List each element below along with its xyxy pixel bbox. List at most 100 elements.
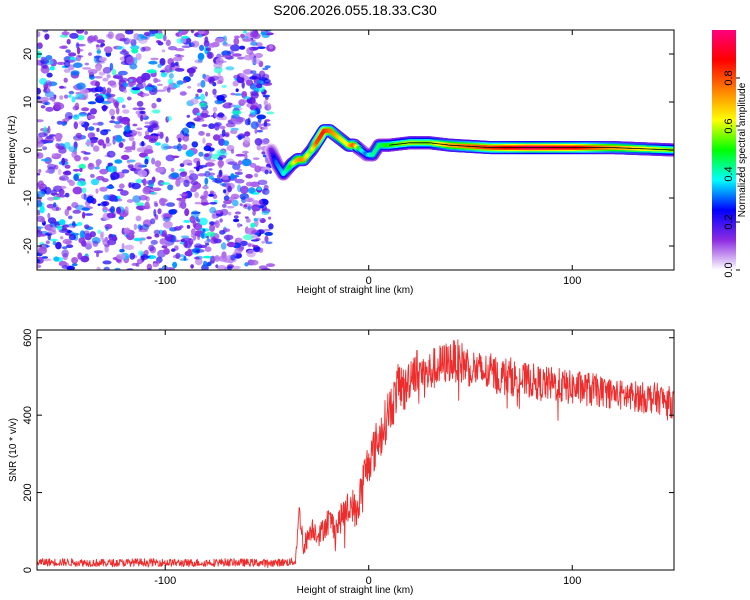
noise-blob [68,180,75,187]
noise-blob [233,218,240,223]
noise-blob [133,33,140,41]
noise-blob [211,41,220,48]
noise-blob [256,114,267,120]
noise-blob [123,88,127,94]
noise-blob [165,136,169,143]
noise-blob [229,196,235,202]
noise-blob [80,255,90,263]
noise-blob [162,216,171,222]
noise-blob [160,72,167,78]
noise-blob [127,96,132,101]
noise-blob [267,102,271,110]
noise-blob [83,152,91,155]
noise-blob [191,228,196,235]
noise-blob [157,208,162,215]
noise-blob [87,101,97,105]
noise-blob [84,224,90,229]
noise-blob [249,76,257,80]
noise-blob [200,112,205,118]
noise-blob [235,88,239,92]
y-tick-label: 600 [22,329,34,347]
x-tick-label: 0 [366,575,372,587]
noise-blob [252,210,256,216]
noise-blob [110,172,120,180]
noise-blob [239,185,249,194]
spectrogram-xlabel: Height of straight line (km) [297,285,414,296]
noise-blob [146,236,152,240]
spectrogram-y-axis: -20 -10 0 10 20 [22,48,674,254]
noise-blob [106,74,111,79]
noise-blob [187,163,193,166]
noise-blob [227,185,232,193]
noise-blob [120,190,129,196]
noise-blob [154,160,162,168]
noise-blob [148,244,155,252]
noise-blob [262,188,270,196]
noise-blob [204,36,209,44]
noise-blob [138,194,148,201]
noise-blob [118,142,124,148]
noise-blob [37,119,44,123]
noise-blob [213,112,218,118]
noise-blob [260,31,267,36]
noise-blob [140,114,144,122]
noise-blob [243,136,251,144]
noise-blob [158,267,163,270]
noise-blob [185,149,195,157]
noise-blob [59,95,64,100]
noise-blob [201,124,208,127]
noise-blob [243,204,248,208]
noise-blob [243,54,253,61]
y-tick-label: 20 [22,48,34,60]
noise-blob [119,121,130,125]
noise-blob [207,46,212,52]
noise-blob [244,197,255,203]
noise-blob [102,86,106,95]
noise-blob [135,215,142,222]
noise-blob [64,164,71,169]
noise-blob [199,102,207,108]
noise-blob [183,79,187,84]
noise-blob [175,179,181,187]
noise-blob [216,149,226,155]
noise-blob [90,173,95,178]
noise-blob [196,112,201,116]
noise-blob [163,248,170,255]
noise-blob [75,132,82,139]
noise-blob [139,141,146,147]
noise-blob [234,171,243,175]
noise-blob [68,90,75,95]
noise-blob [181,45,191,48]
noise-blob [227,161,238,165]
noise-blob [254,232,259,235]
noise-blob [205,231,216,237]
noise-blob [81,207,90,211]
noise-blob [131,48,139,54]
y-tick-label: -20 [22,238,34,254]
noise-blob [130,132,137,136]
noise-blob [251,234,260,239]
spectrogram-ylabel: Frequency (Hz) [7,116,18,185]
noise-blob [239,203,243,207]
noise-blob [245,218,251,223]
noise-blob [84,30,88,35]
noise-blob [239,73,247,78]
noise-blob [208,193,215,197]
noise-blob [115,134,123,143]
noise-blob [190,30,195,34]
noise-blob [54,102,65,110]
noise-blob [205,91,208,97]
noise-blob [240,33,245,39]
colorbar-ticks: 0.0 0.2 0.4 0.6 0.8 [723,70,740,278]
noise-blob [72,209,81,214]
noise-blob [71,202,79,208]
noise-blob [244,131,251,137]
noise-blob [129,63,138,70]
noise-blob [212,88,217,96]
noise-blob [208,175,214,180]
noise-blob [132,123,138,127]
noise-blob [149,30,159,34]
noise-blob [59,45,68,50]
noise-blob [96,252,99,258]
noise-blob [232,199,239,207]
